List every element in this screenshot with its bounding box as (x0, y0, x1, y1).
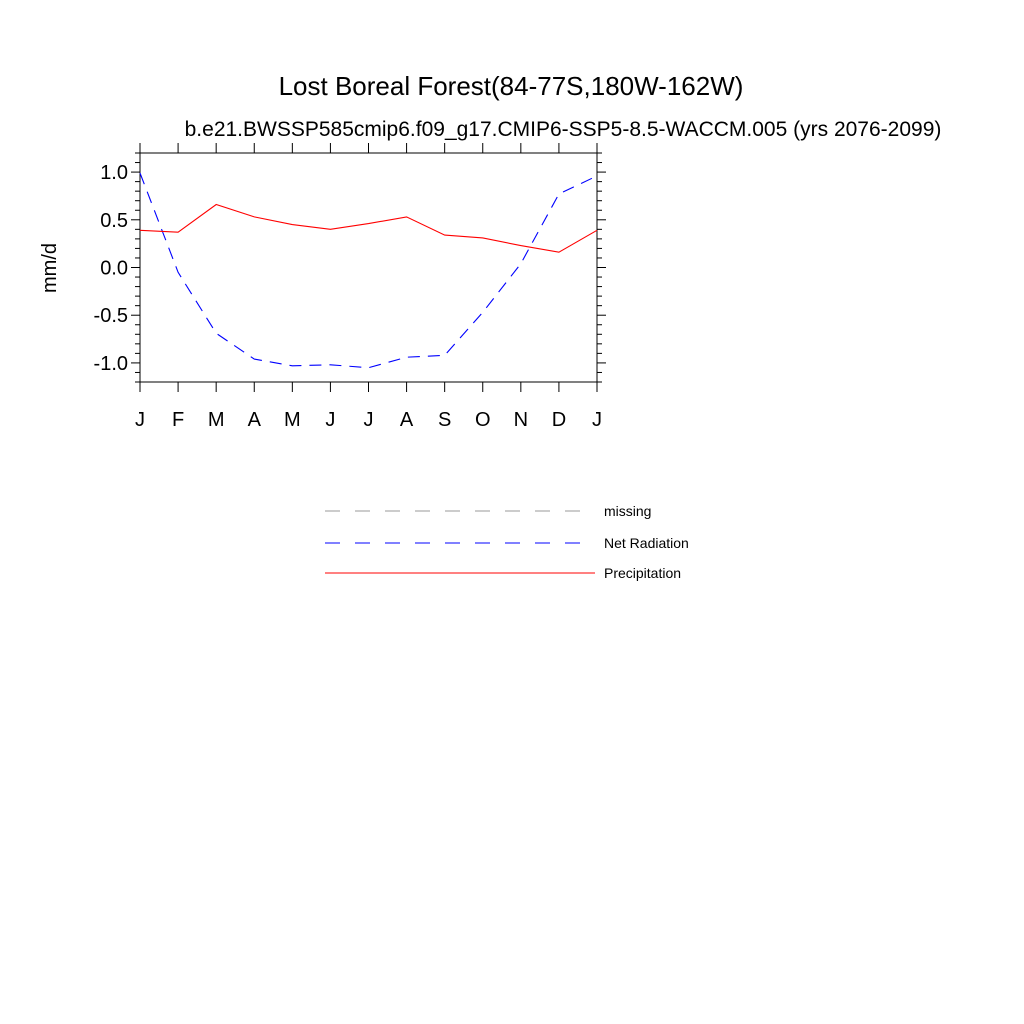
chart-title: Lost Boreal Forest(84-77S,180W-162W) (279, 71, 744, 101)
x-tick-label: M (208, 409, 225, 431)
y-axis-label: mm/d (39, 243, 61, 293)
legend: missing Net Radiation Precipitation (325, 503, 689, 581)
y-tick-label: 0.0 (100, 258, 128, 280)
x-tick-label: A (248, 409, 262, 431)
x-tick-label: J (364, 409, 374, 431)
y-tick-label: 1.0 (100, 162, 128, 184)
legend-label-precipitation: Precipitation (604, 565, 681, 581)
x-tick-label: J (135, 409, 145, 431)
x-tick-label: N (514, 409, 528, 431)
x-tick-label: J (325, 409, 335, 431)
legend-label-missing: missing (604, 503, 651, 519)
legend-label-net-radiation: Net Radiation (604, 535, 689, 551)
y-tick-label: 0.5 (100, 210, 128, 232)
x-tick-label: A (400, 409, 414, 431)
x-tick-label: D (552, 409, 566, 431)
x-tick-label: M (284, 409, 301, 431)
plot-area: J F M A M J J A S O N D J1.00.50.0-0.5-1.0 (94, 143, 606, 431)
series-line-precipitation (139, 203, 598, 253)
x-tick-label: J (592, 409, 602, 431)
y-tick-label: -1.0 (94, 353, 128, 375)
x-tick-label: S (438, 409, 451, 431)
x-tick-label: O (475, 409, 491, 431)
y-tick-label: -0.5 (94, 305, 128, 327)
x-tick-label: F (172, 409, 184, 431)
chart-subtitle: b.e21.BWSSP585cmip6.f09_g17.CMIP6-SSP5-8… (185, 118, 942, 141)
plot-frame (139, 152, 598, 383)
series-line-net-radiation (139, 172, 598, 369)
